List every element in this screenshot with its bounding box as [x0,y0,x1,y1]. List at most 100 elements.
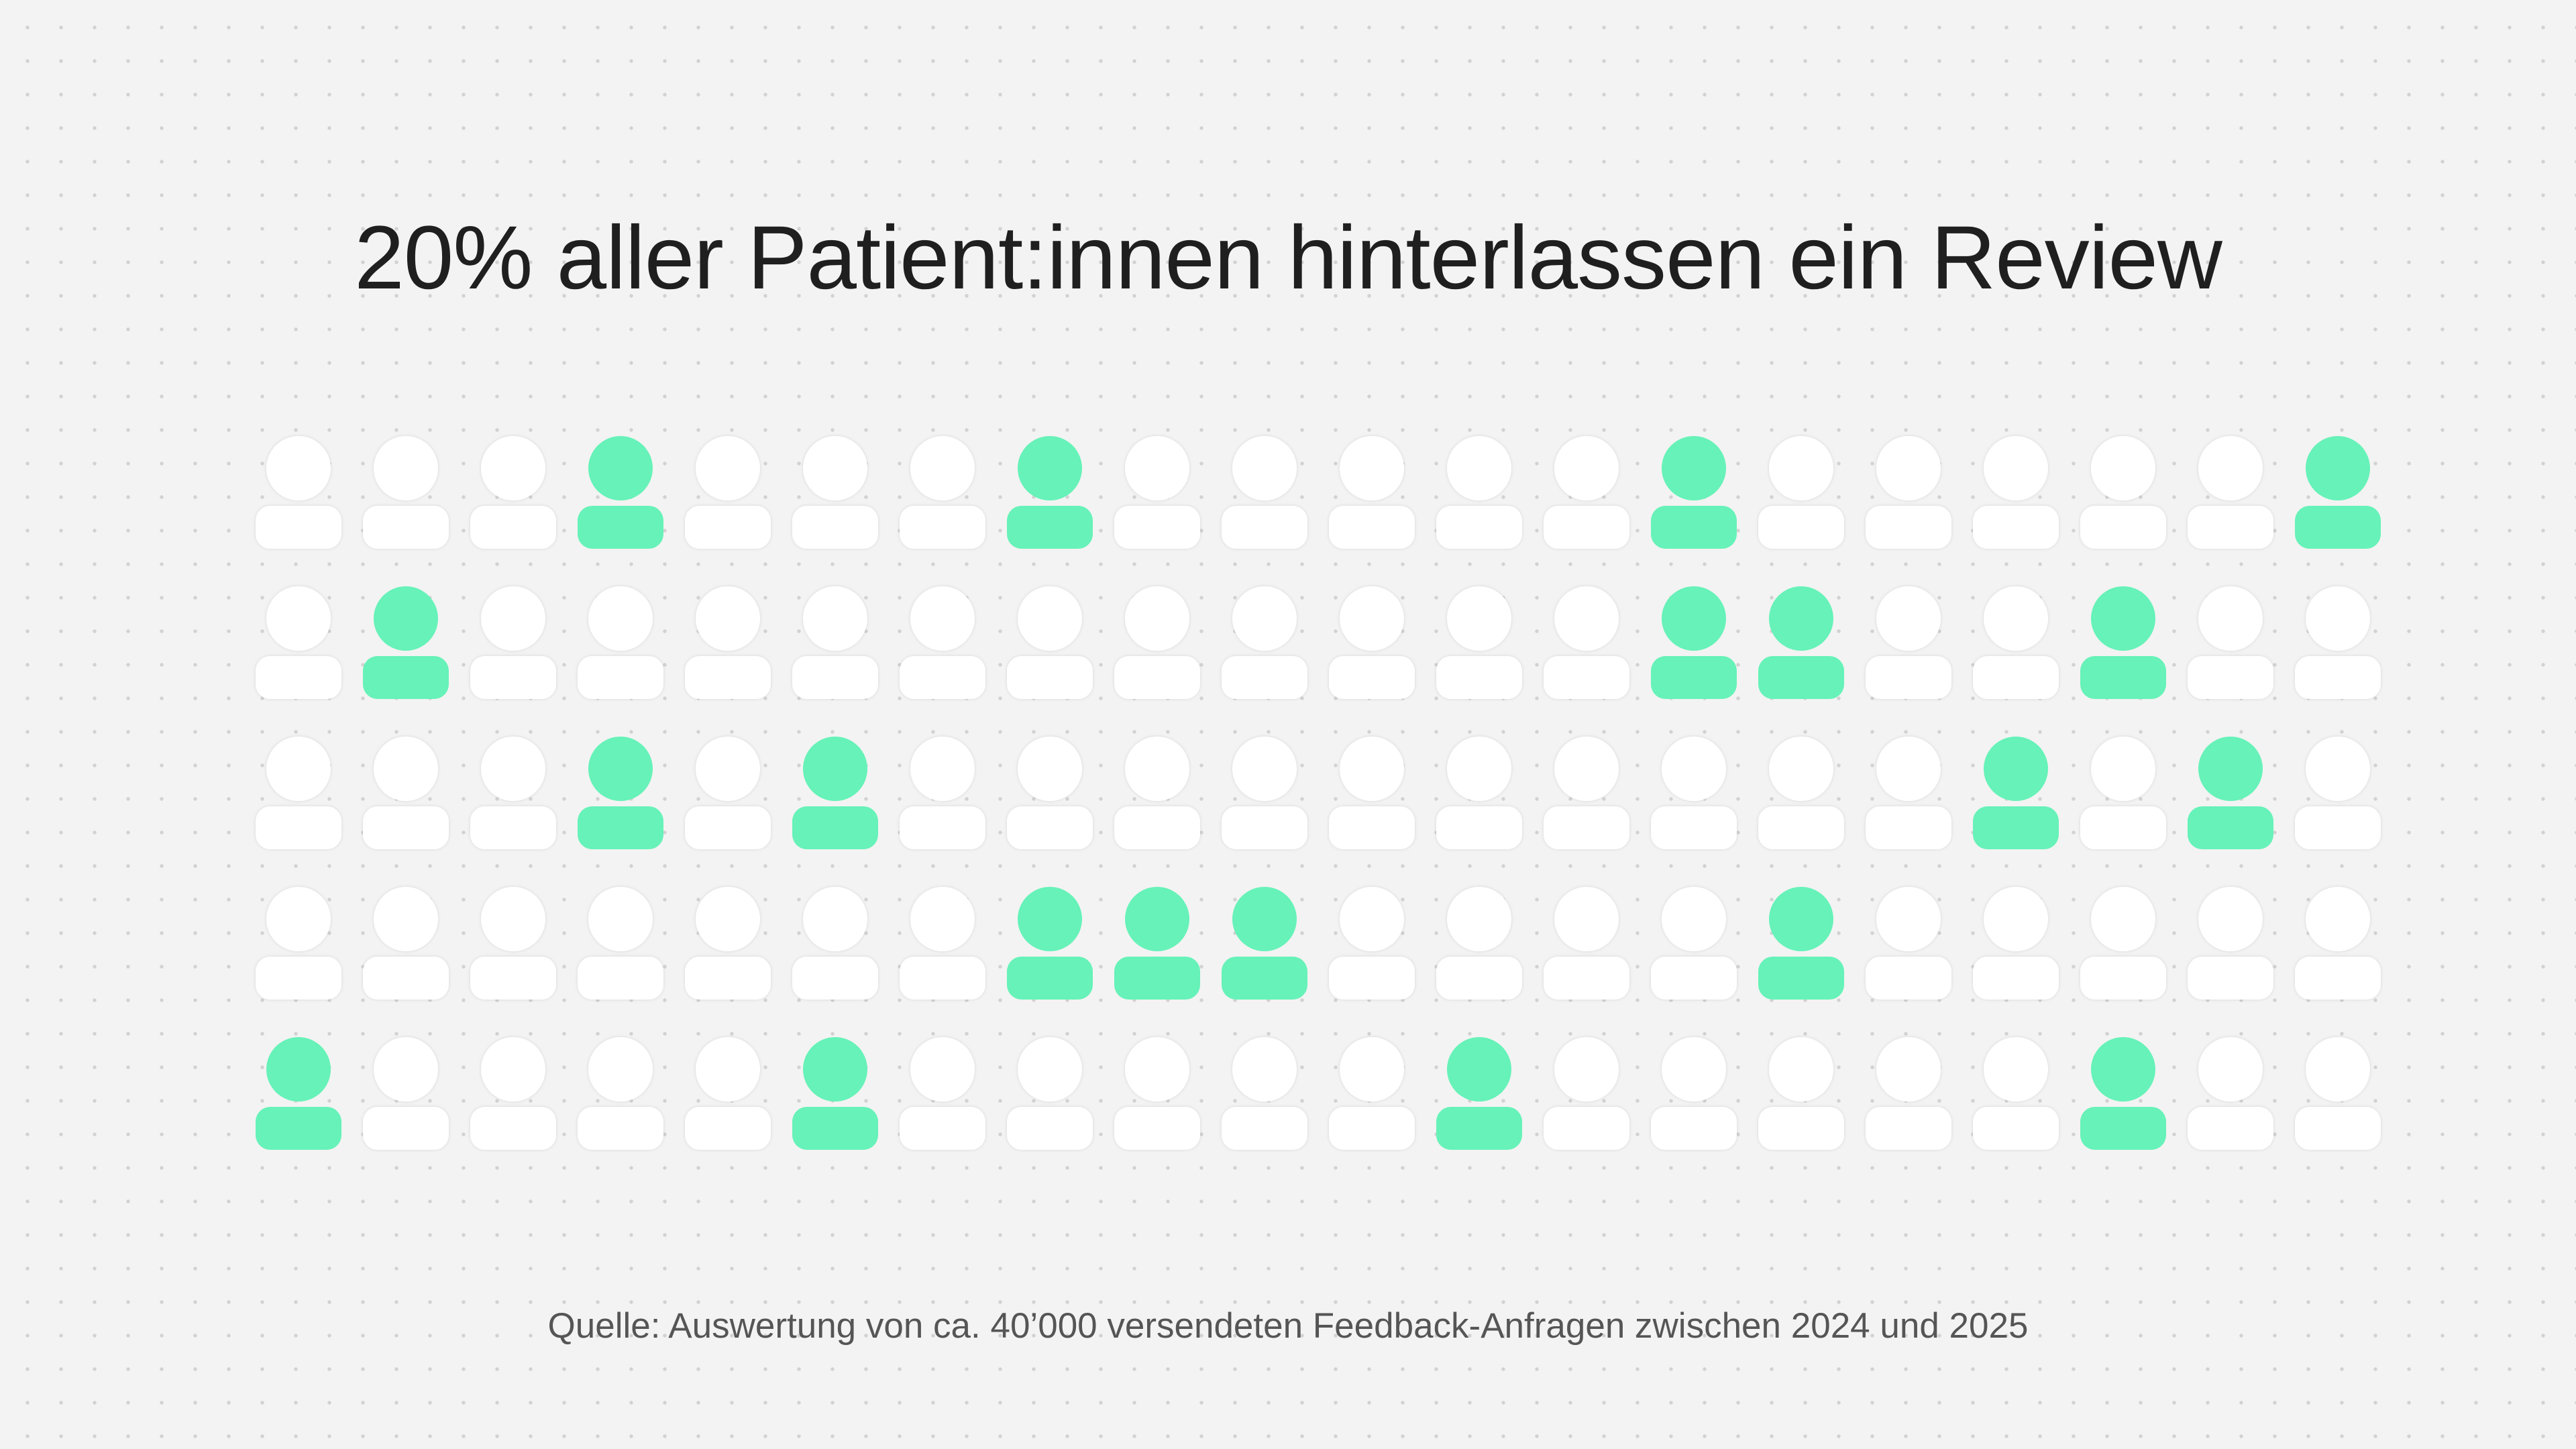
person-icon [1866,586,1951,699]
person-body [1544,656,1629,699]
person-head [1662,737,1726,801]
person-body [1973,1107,2059,1150]
person-head [2198,586,2263,651]
person-icon [1436,436,1522,549]
person-body [578,957,663,1000]
person-icon [1436,586,1522,699]
person-icon [1544,586,1629,699]
person-head [588,737,653,801]
person-icon [363,737,449,849]
person-icon [1973,1037,2059,1150]
person-body [792,806,878,849]
person-body [900,806,985,849]
person-body [1329,656,1415,699]
person-icon-reviewed [1758,887,1844,1000]
person-icon-reviewed [578,436,663,549]
person-icon [1973,887,2059,1000]
person-icon [578,586,663,699]
person-icon [900,436,985,549]
person-body [1544,506,1629,549]
person-body [470,806,556,849]
person-body [685,957,771,1000]
person-head [803,436,867,500]
person-head [1984,436,2048,500]
person-head [1876,887,1941,951]
person-body [1866,957,1951,1000]
person-body [1222,1107,1307,1150]
person-body [2080,1107,2166,1150]
person-icon [792,436,878,549]
person-icon [900,1037,985,1150]
person-icon [1222,1037,1307,1150]
person-head [910,737,975,801]
person-icon-reviewed [1651,586,1737,699]
person-body [578,806,663,849]
person-icon [1651,737,1737,849]
person-body [256,506,341,549]
person-head [803,737,867,801]
person-icon [1007,586,1093,699]
person-icon [1651,887,1737,1000]
person-head [1447,1037,1511,1102]
person-body [578,1107,663,1150]
person-body [2080,957,2166,1000]
person-icon [1114,1037,1200,1150]
person-body [2188,957,2273,1000]
person-body [578,656,663,699]
person-icon [363,1037,449,1150]
person-icon [1114,436,1200,549]
person-body [1114,506,1200,549]
person-body [1758,957,1844,1000]
person-body [1222,806,1307,849]
person-icon [1973,586,2059,699]
person-head [481,887,545,951]
person-icon-reviewed [1007,887,1093,1000]
person-head [1125,436,1189,500]
person-head [1232,436,1297,500]
person-icon [900,887,985,1000]
person-head [1554,436,1619,500]
person-icon [685,436,771,549]
person-head [2306,737,2370,801]
person-head [1554,887,1619,951]
person-icon [2188,1037,2273,1150]
person-body [1544,1107,1629,1150]
person-head [803,586,867,651]
person-body [2188,656,2273,699]
person-head [1018,1037,1082,1102]
person-icon [470,436,556,549]
person-icon [685,586,771,699]
person-icon [1222,436,1307,549]
person-head [1769,737,1833,801]
person-body [2080,656,2166,699]
person-body [363,506,449,549]
person-body [2080,806,2166,849]
person-body [470,506,556,549]
person-body [1222,506,1307,549]
person-icon [1007,1037,1093,1150]
person-body [2295,957,2381,1000]
person-head [1984,887,2048,951]
person-head [2091,887,2155,951]
person-icon [1222,586,1307,699]
person-body [1758,1107,1844,1150]
person-icon-reviewed [2295,436,2381,549]
person-body [1114,1107,1200,1150]
person-head [696,586,760,651]
person-head [1125,887,1189,951]
person-body [1651,806,1737,849]
person-icon-reviewed [2188,737,2273,849]
person-head [588,436,653,500]
person-icon-reviewed [363,586,449,699]
person-icon [685,887,771,1000]
person-icon [1436,737,1522,849]
person-icon-reviewed [1973,737,2059,849]
person-body [1758,806,1844,849]
person-icon [2080,887,2166,1000]
person-head [588,887,653,951]
person-icon [1544,436,1629,549]
person-body [256,656,341,699]
person-body [1544,957,1629,1000]
person-icon [900,586,985,699]
